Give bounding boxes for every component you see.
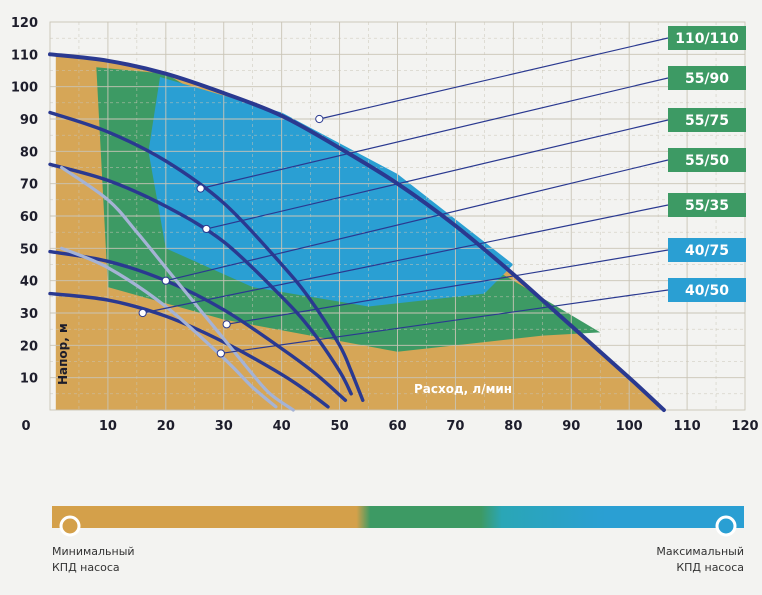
legend-min-label: Минимальный КПД насоса (52, 544, 135, 576)
x-tick-label: 20 (157, 419, 175, 434)
legend-max-dot (715, 515, 737, 537)
x-tick-label: 110 (674, 419, 701, 434)
x-tick-label: 120 (731, 419, 758, 434)
y-tick-label: 20 (20, 339, 38, 354)
legend-min-line1: Минимальный (52, 545, 135, 558)
x-tick-label: 30 (215, 419, 233, 434)
badge-40-50 (668, 278, 746, 302)
x-tick-label: 80 (504, 419, 522, 434)
x-tick-label: 100 (616, 419, 643, 434)
curve-55-75 (48, 162, 353, 396)
y-tick-label: 10 (20, 372, 38, 387)
y-tick-label: 110 (11, 48, 38, 63)
leader-55-50 (165, 159, 669, 282)
legend-min-line2: КПД насоса (52, 561, 120, 574)
marker-40-50 (216, 349, 225, 358)
axis-ticks: 0 10 20 30 40 50 60 70 80 90 100 110 120 10 20 30 40 50 60… (11, 16, 759, 434)
curve-40-50 (60, 246, 278, 409)
y-tick-label: 50 (20, 242, 38, 257)
badge-label-40-75: 40/75 (685, 243, 729, 259)
curve-markers (138, 114, 324, 358)
y-tick-label: 90 (20, 113, 38, 128)
y-tick-label: 70 (20, 178, 38, 193)
x-tick-label: 40 (273, 419, 291, 434)
legend-max-line2: КПД насоса (676, 561, 744, 574)
legend-min-dot (59, 515, 81, 537)
y-tick-label: 30 (20, 307, 38, 322)
y-tick-label: 120 (11, 16, 38, 31)
y-tick-label: 80 (20, 145, 38, 160)
leader-55-90 (200, 77, 669, 190)
series-badges: 110/110 55/90 55/75 55/50 55/35 40/75 40/50 (668, 26, 746, 302)
legend-bar (52, 506, 744, 528)
marker-110-110 (315, 114, 324, 124)
x-tick-label: 10 (99, 419, 117, 434)
x-axis-label: Расход, л/мин (414, 382, 512, 396)
marker-55-50 (161, 276, 170, 285)
pump-curves (48, 52, 666, 412)
x-tick-label: 0 (21, 419, 30, 434)
y-axis-label: Напор, м (56, 323, 70, 385)
badge-55-50 (668, 148, 746, 172)
curve-55-90 (48, 110, 365, 402)
curve-55-50 (48, 249, 348, 402)
legend-max-label: Максимальный КПД насоса (656, 544, 744, 576)
y-tick-label: 60 (20, 210, 38, 225)
leader-40-75 (226, 249, 669, 325)
badge-55-90 (668, 66, 746, 90)
badge-label-110-110: 110/110 (675, 31, 739, 47)
legend-max-line1: Максимальный (656, 545, 744, 558)
badge-55-35 (668, 193, 746, 217)
x-tick-label: 90 (562, 419, 580, 434)
leader-55-75 (206, 119, 669, 230)
badge-label-55-50: 55/50 (685, 153, 729, 169)
badge-55-75 (668, 108, 746, 132)
badge-label-40-50: 40/50 (685, 283, 729, 299)
badge-label-55-75: 55/75 (685, 113, 729, 129)
marker-55-35 (138, 308, 147, 318)
marker-55-90 (196, 184, 205, 193)
x-tick-label: 70 (446, 419, 464, 434)
marker-40-75 (222, 320, 231, 329)
marker-55-75 (202, 224, 211, 234)
region-high-efficiency (148, 76, 514, 307)
leader-55-35 (142, 204, 669, 314)
y-tick-label: 100 (11, 81, 38, 96)
y-tick-label: 40 (20, 275, 38, 290)
curve-40-75 (60, 165, 295, 412)
badge-110-110 (668, 26, 746, 50)
leader-110-110 (319, 37, 669, 120)
curve-55-35 (48, 291, 330, 409)
badge-label-55-90: 55/90 (685, 71, 729, 87)
x-tick-label: 60 (388, 419, 406, 434)
x-tick-label: 50 (331, 419, 349, 434)
badge-40-75 (668, 238, 746, 262)
leader-lines (142, 37, 669, 355)
efficiency-legend-bar (52, 506, 744, 537)
curve-110-110 (48, 52, 666, 412)
badge-label-55-35: 55/35 (685, 198, 729, 214)
leader-40-50 (220, 289, 669, 355)
